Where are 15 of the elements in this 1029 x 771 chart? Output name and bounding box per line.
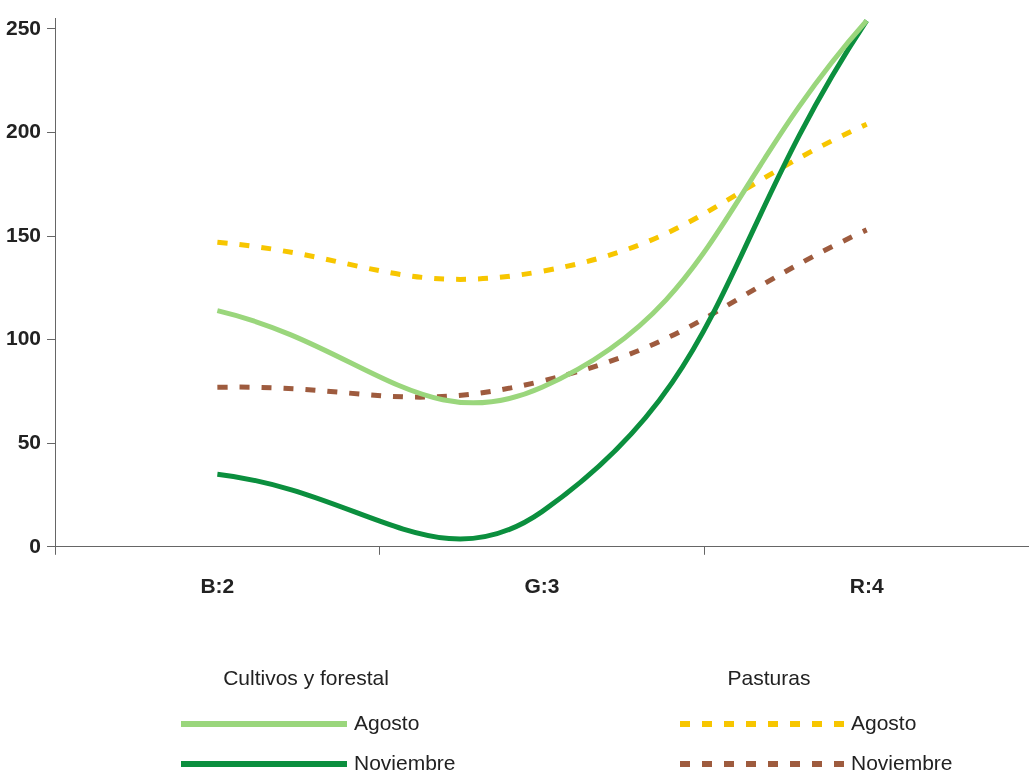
legend-label: Agosto [354,710,420,734]
x-tick-label: B:2 [200,574,235,598]
x-tick-label: G:3 [524,574,560,598]
text: Cultivos y forestal [223,665,389,689]
y-tick-label: 150 [5,222,42,246]
legend-label: Noviembre [354,750,456,771]
legend-label: Agosto [851,710,917,734]
x-tick-label: R:4 [849,574,884,598]
y-tick-label: 200 [5,119,42,143]
legend-label: Noviembre [851,750,953,771]
y-tick-label: 100 [5,326,42,350]
text: Pasturas [727,665,811,689]
y-tick-label: 250 [5,15,42,39]
y-tick-label: 50 [17,430,42,454]
y-tick-label: 0 [29,533,42,557]
